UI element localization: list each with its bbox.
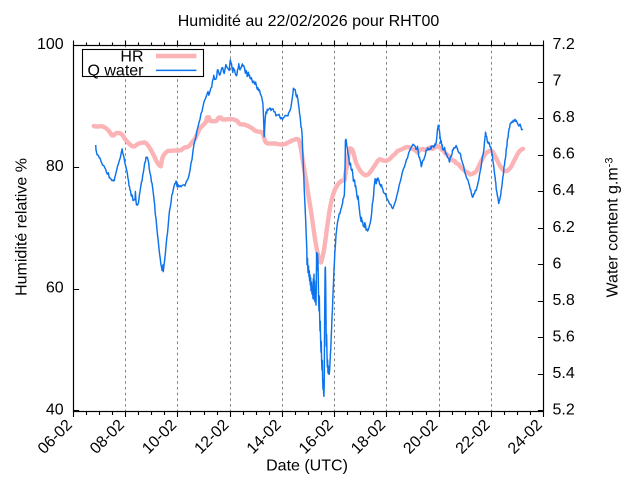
svg-text:Humidité au 22/02/2026 pour RH: Humidité au 22/02/2026 pour RHT00 [178, 13, 440, 30]
svg-text:6.6: 6.6 [553, 146, 575, 163]
svg-text:Humidité relative %: Humidité relative % [14, 158, 31, 296]
svg-text:80: 80 [46, 158, 64, 175]
svg-text:100: 100 [37, 36, 64, 53]
svg-text:6.8: 6.8 [553, 109, 575, 126]
svg-text:60: 60 [46, 280, 64, 297]
svg-text:7: 7 [553, 73, 562, 90]
svg-text:7.2: 7.2 [553, 36, 575, 53]
svg-text:Q water: Q water [87, 63, 144, 80]
svg-text:6.2: 6.2 [553, 219, 575, 236]
svg-text:40: 40 [46, 402, 64, 419]
svg-text:6: 6 [553, 255, 562, 272]
svg-text:5.6: 5.6 [553, 328, 575, 345]
svg-text:Water content g.m-3: Water content g.m-3 [604, 158, 622, 298]
svg-text:5.8: 5.8 [553, 292, 575, 309]
svg-text:HR: HR [120, 49, 143, 66]
svg-text:5.2: 5.2 [553, 402, 575, 419]
svg-text:Date (UTC): Date (UTC) [266, 458, 348, 475]
svg-text:6.4: 6.4 [553, 182, 575, 199]
svg-text:5.4: 5.4 [553, 365, 575, 382]
